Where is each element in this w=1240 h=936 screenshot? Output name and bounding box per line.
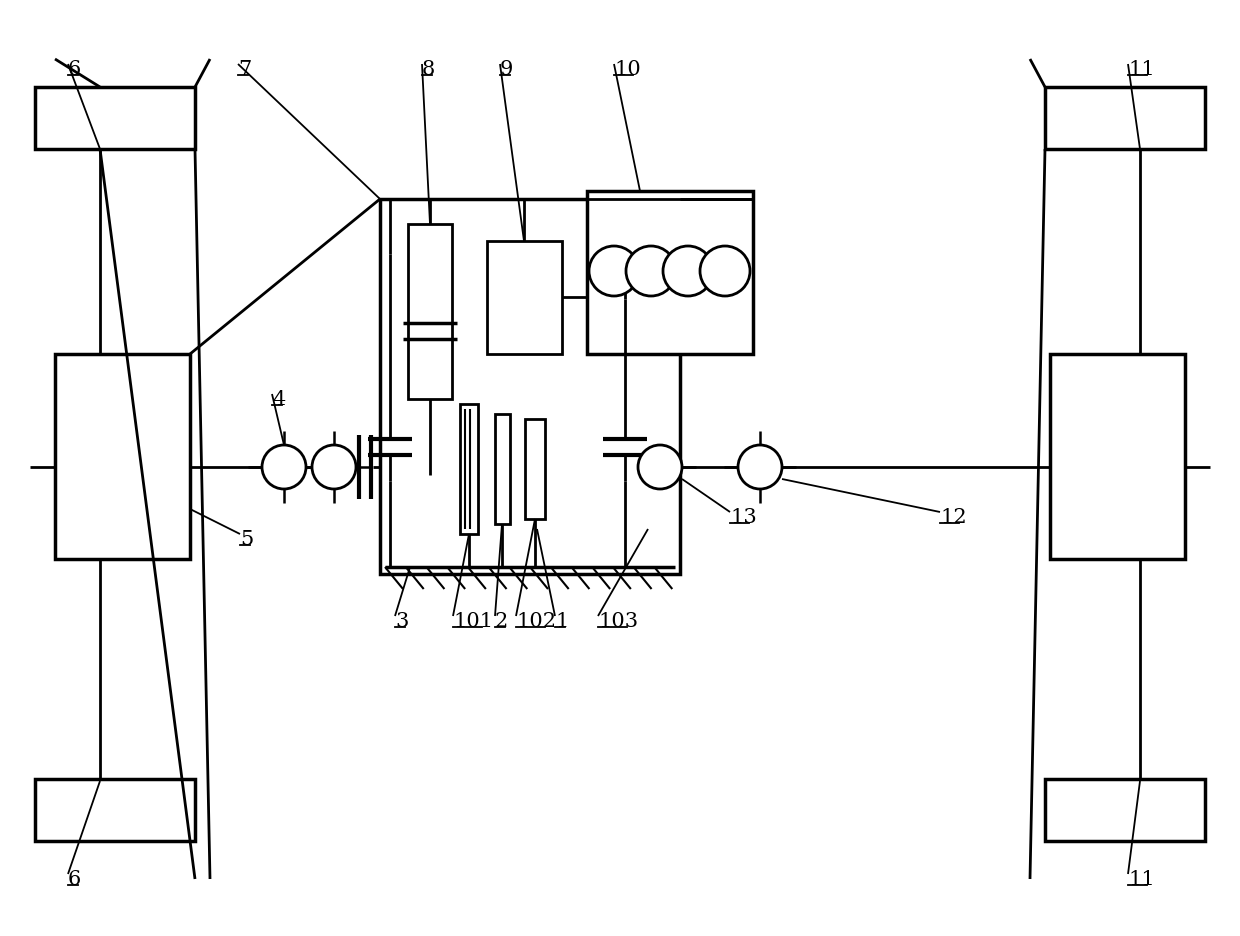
Circle shape (663, 247, 713, 297)
Bar (487, 241, 562, 355)
Text: 8: 8 (422, 60, 435, 79)
Text: 6: 6 (68, 869, 82, 888)
Text: 6: 6 (68, 60, 82, 79)
Bar (35, 88, 195, 150)
Text: 101: 101 (453, 611, 494, 630)
Bar (379, 199, 680, 575)
Circle shape (589, 247, 639, 297)
Bar (408, 225, 453, 400)
Circle shape (738, 446, 782, 490)
Bar (460, 404, 477, 534)
Text: 9: 9 (500, 60, 513, 79)
Text: 1: 1 (556, 611, 568, 630)
Circle shape (262, 446, 306, 490)
Circle shape (701, 247, 750, 297)
Text: 102: 102 (516, 611, 556, 630)
Bar (1045, 88, 1205, 150)
Text: 2: 2 (495, 611, 508, 630)
Text: 11: 11 (1128, 60, 1154, 79)
Bar (55, 355, 190, 560)
Text: 103: 103 (598, 611, 639, 630)
Bar (525, 419, 546, 519)
Circle shape (626, 247, 676, 297)
Text: 7: 7 (238, 60, 252, 79)
Circle shape (639, 446, 682, 490)
Text: 3: 3 (396, 611, 408, 630)
Bar (1045, 779, 1205, 841)
Text: 12: 12 (940, 507, 967, 526)
Bar (587, 192, 753, 355)
Text: 10: 10 (614, 60, 641, 79)
Bar (35, 779, 195, 841)
Bar (1050, 355, 1185, 560)
Text: 5: 5 (241, 530, 253, 548)
Bar (495, 415, 510, 524)
Text: 13: 13 (730, 507, 756, 526)
Text: 4: 4 (272, 389, 285, 408)
Text: 11: 11 (1128, 869, 1154, 888)
Circle shape (312, 446, 356, 490)
